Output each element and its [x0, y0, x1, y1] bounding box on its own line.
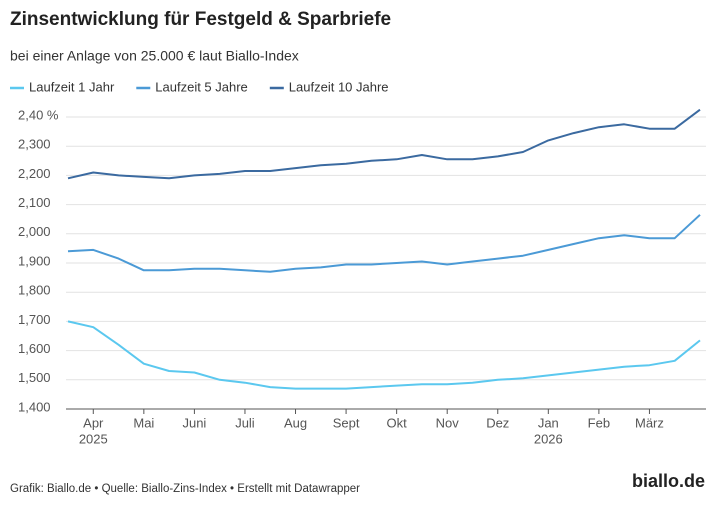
y-tick-label: 1,800: [18, 283, 51, 298]
x-tick-sublabel: 2026: [534, 431, 563, 446]
chart-title: Zinsentwicklung für Festgeld & Sparbrief…: [10, 9, 391, 30]
x-tick-label: Jan: [538, 415, 559, 430]
x-tick-label: Nov: [436, 415, 460, 430]
legend-label: Laufzeit 1 Jahr: [29, 79, 115, 94]
series-line: [67, 108, 701, 180]
x-tick-label: Aug: [284, 415, 307, 430]
y-tick-label: 2,200: [18, 166, 51, 181]
x-tick-label: Juli: [235, 415, 255, 430]
x-tick-label: Feb: [588, 415, 610, 430]
y-tick-label: 2,300: [18, 137, 51, 152]
y-tick-label: 2,100: [18, 195, 51, 210]
x-tick-label: Apr: [83, 415, 104, 430]
y-tick-label: 1,600: [18, 341, 51, 356]
y-tick-label: 2,000: [18, 224, 51, 239]
logo: biallo.de: [632, 471, 705, 491]
footer-source: Grafik: Biallo.de • Quelle: Biallo-Zins-…: [10, 483, 360, 495]
y-tick-label: 2,40 %: [18, 107, 59, 122]
y-tick-label: 1,500: [18, 370, 51, 385]
x-tick-label: Juni: [182, 415, 206, 430]
chart-subtitle: bei einer Anlage von 25.000 € laut Biall…: [10, 48, 299, 64]
x-tick-sublabel: 2025: [79, 431, 108, 446]
x-tick-label: Sept: [333, 415, 360, 430]
series-line: [67, 320, 701, 390]
legend-label: Laufzeit 5 Jahre: [155, 79, 248, 94]
y-tick-label: 1,700: [18, 312, 51, 327]
x-tick-label: Okt: [387, 415, 408, 430]
legend-label: Laufzeit 10 Jahre: [289, 79, 389, 94]
y-tick-label: 1,900: [18, 253, 51, 268]
series-line: [67, 214, 701, 273]
x-tick-label: Dez: [486, 415, 509, 430]
x-tick-label: Mai: [133, 415, 154, 430]
x-tick-label: März: [635, 415, 664, 430]
y-tick-label: 1,400: [18, 399, 51, 414]
